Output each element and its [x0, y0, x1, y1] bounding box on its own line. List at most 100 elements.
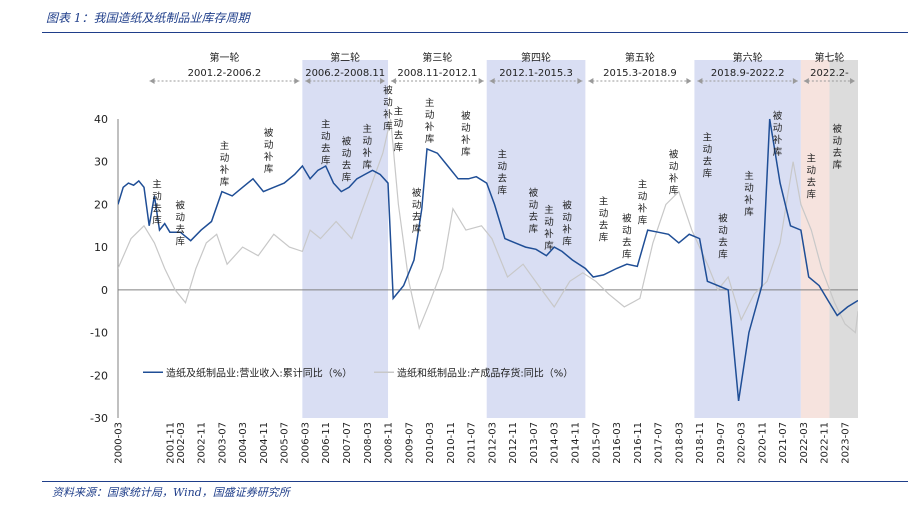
- phase-annotation: 主动去库: [394, 106, 404, 154]
- phase-annotation: 主动去库: [152, 178, 162, 226]
- y-tick-label: 10: [94, 241, 108, 254]
- cycle-name: 第五轮: [625, 51, 655, 64]
- cycle-name: 第二轮: [330, 51, 360, 64]
- y-tick-label: 30: [94, 156, 108, 169]
- x-tick-label: 2012-03: [487, 422, 498, 464]
- x-tick-label: 2014-11: [570, 422, 581, 464]
- cycle-arrow-head: [149, 78, 155, 84]
- cycle-range: 2015.3-2018.9: [603, 68, 677, 79]
- figure-title: 图表 1：我国造纸及纸制品业库存周期: [46, 11, 250, 25]
- cycle-range: 2006.2-2008.11: [305, 68, 385, 79]
- phase-annotation: 被动去库: [176, 200, 186, 248]
- x-tick-label: 2008-11: [384, 422, 395, 464]
- figure-source: 资料来源：国家统计局，Wind，国盛证券研究所: [52, 486, 290, 499]
- phase-annotation: 被动补库: [383, 84, 393, 132]
- phase-annotation: 被动补库: [264, 127, 274, 175]
- top-rule: [42, 32, 908, 33]
- phase-annotation: 被动去库: [529, 187, 539, 235]
- cycle-arrow-head: [686, 78, 692, 84]
- y-tick-label: 20: [94, 198, 108, 211]
- x-tick-label: 2019-07: [716, 422, 727, 464]
- x-tick-label: 2018-03: [674, 422, 685, 464]
- phase-annotation: 被动补库: [773, 110, 783, 158]
- phase-annotation: 主动去库: [498, 148, 508, 196]
- x-tick-label: 2002-03: [176, 422, 187, 464]
- y-tick-label: 40: [94, 113, 108, 126]
- x-tick-label: 2022-11: [820, 422, 831, 464]
- cycle-name: 第一轮: [209, 51, 239, 64]
- cycle-range: 2022.2-: [810, 68, 849, 79]
- x-tick-label: 2013-07: [529, 422, 540, 464]
- cycle-range: 2008.11-2012.1: [397, 68, 477, 79]
- cycle-name: 第四轮: [521, 51, 551, 64]
- x-tick-label: 2004-11: [259, 422, 270, 464]
- x-tick-label: 2007-07: [342, 422, 353, 464]
- cycle-arrow-head: [294, 78, 300, 84]
- phase-annotation: 主动去库: [703, 131, 713, 179]
- cycle-arrow-head: [305, 78, 311, 84]
- cycle-range: 2018.9-2022.2: [711, 68, 785, 79]
- x-tick-label: 2010-11: [446, 422, 457, 464]
- x-tick-label: 2014-03: [550, 422, 561, 464]
- series-inventory-line: [118, 118, 858, 334]
- phase-annotation: 主动去库: [599, 195, 609, 243]
- phase-annotation: 主动补库: [363, 123, 373, 171]
- phase-annotation: 被动补库: [461, 110, 471, 158]
- x-tick-label: 2008-03: [363, 422, 374, 464]
- cycle-range: 2012.1-2015.3: [499, 68, 573, 79]
- phase-annotation: 被动补库: [669, 148, 679, 196]
- cycle-arrow-head: [792, 78, 798, 84]
- cycle-shade: [694, 60, 801, 418]
- x-tick-label: 2002-11: [197, 422, 208, 464]
- phase-annotation: 被动去库: [622, 213, 632, 261]
- x-tick-label: 2016-11: [633, 422, 644, 464]
- cycle-name: 第三轮: [422, 51, 452, 64]
- phase-annotation: 主动去库: [807, 153, 817, 201]
- y-tick-label: -10: [90, 327, 108, 340]
- x-tick-label: 2016-03: [612, 422, 623, 464]
- x-tick-label: 2010-03: [425, 422, 436, 464]
- x-tick-label: 2006-03: [300, 422, 311, 464]
- cycle-arrow-head: [380, 78, 386, 84]
- x-tick-label: 2003-07: [217, 422, 228, 464]
- x-tick-label: 2000-03: [114, 422, 125, 464]
- x-tick-label: 2001-11: [165, 422, 176, 464]
- x-tick-label: 2017-07: [654, 422, 665, 464]
- x-tick-label: 2009-07: [404, 422, 415, 464]
- series-revenue-line: [118, 118, 858, 402]
- x-tick-label: 2006-11: [321, 422, 332, 464]
- cycle-arrow-head: [850, 78, 855, 84]
- x-tick-label: 2023-07: [841, 422, 852, 464]
- x-tick-label: 2011-07: [467, 422, 478, 464]
- cycle-arrow-head: [391, 78, 397, 84]
- x-tick-label: 2005-07: [280, 422, 291, 464]
- phase-annotation: 被动去库: [718, 213, 728, 261]
- phase-annotation: 被动补库: [562, 200, 572, 248]
- cycle-arrow-head: [697, 78, 703, 84]
- x-tick-label: 2021-07: [778, 422, 789, 464]
- cycle-arrow-head: [588, 78, 594, 84]
- legend-label-inventory: 造纸和纸制品业:产成品存货:同比（%）: [397, 366, 573, 379]
- phase-annotation: 被动去库: [342, 136, 352, 184]
- phase-annotation: 主动补库: [544, 204, 554, 252]
- x-tick-label: 2022-03: [799, 422, 810, 464]
- x-tick-label: 2020-11: [757, 422, 768, 464]
- phase-annotation: 主动补库: [220, 140, 230, 188]
- cycle-shade: [800, 60, 830, 418]
- phase-annotation: 主动去库: [321, 119, 331, 167]
- legend-label-revenue: 造纸及纸制品业:营业收入:累计同比（%）: [166, 366, 352, 379]
- cycle-shade: [829, 60, 858, 418]
- x-tick-label: 2020-03: [737, 422, 748, 464]
- x-tick-label: 2018-11: [695, 422, 706, 464]
- y-tick-label: 0: [101, 284, 108, 297]
- x-tick-label: 2004-03: [238, 422, 249, 464]
- cycle-name: 第六轮: [733, 51, 763, 64]
- y-tick-label: -20: [90, 369, 108, 382]
- cycle-shade: [486, 60, 586, 418]
- phase-annotation: 被动去库: [412, 187, 422, 235]
- phase-annotation: 主动补库: [744, 170, 754, 218]
- x-tick-label: 2015-07: [591, 422, 602, 464]
- phase-annotation: 主动补库: [425, 97, 435, 145]
- phase-annotation: 被动去库: [832, 123, 842, 171]
